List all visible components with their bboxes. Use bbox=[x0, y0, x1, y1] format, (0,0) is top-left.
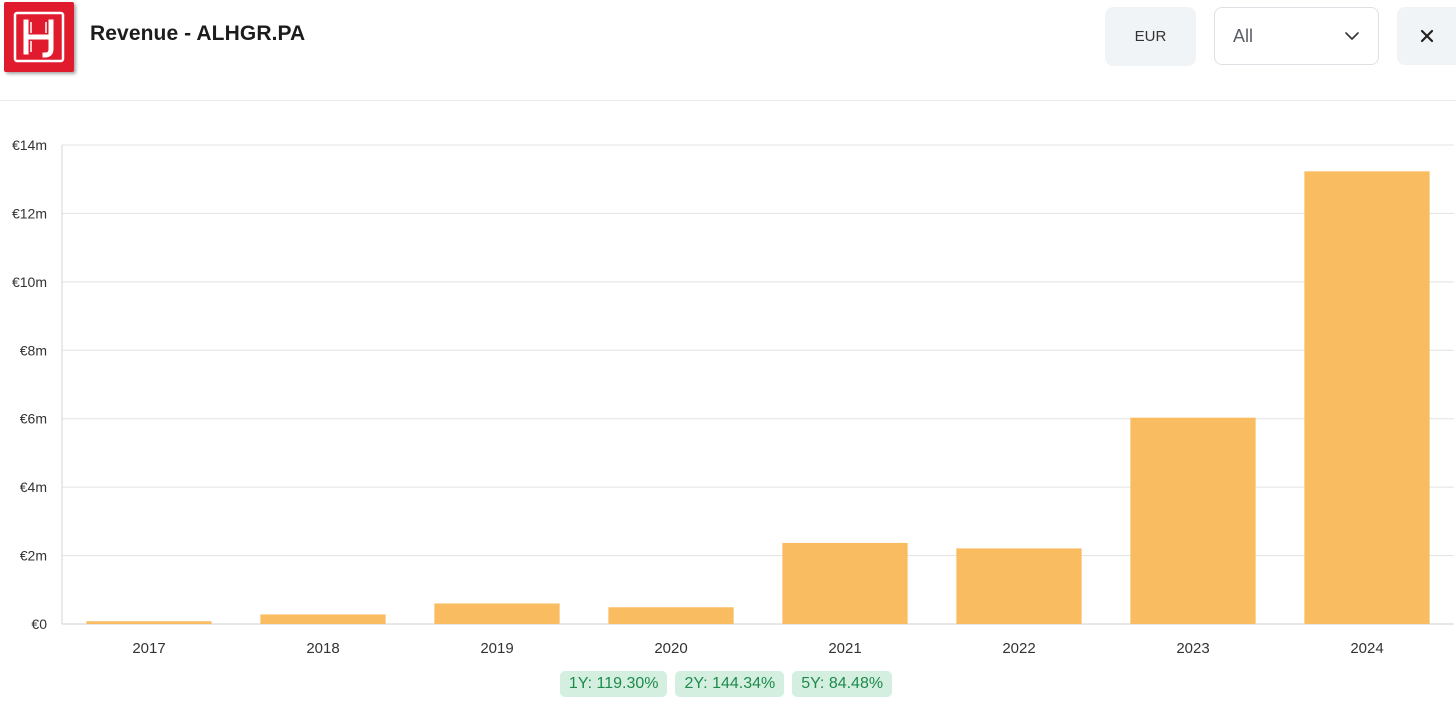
bar-2024 bbox=[1304, 171, 1430, 624]
x-tick-label: 2017 bbox=[132, 640, 165, 657]
currency-label: EUR bbox=[1134, 28, 1167, 45]
y-tick-label: €10m bbox=[12, 274, 47, 290]
currency-button[interactable]: EUR bbox=[1105, 7, 1196, 66]
bar-2018 bbox=[260, 614, 386, 624]
bar-2020 bbox=[608, 607, 734, 624]
x-tick-label: 2018 bbox=[306, 640, 339, 657]
growth-badges: 1Y: 119.30% 2Y: 144.34% 5Y: 84.48% bbox=[0, 671, 1456, 697]
company-logo bbox=[4, 2, 74, 72]
x-tick-label: 2021 bbox=[828, 640, 861, 657]
y-tick-label: €4m bbox=[20, 479, 47, 495]
bar-2023 bbox=[1130, 417, 1256, 624]
y-tick-label: €14m bbox=[12, 137, 47, 153]
page-title: Revenue - ALHGR.PA bbox=[90, 22, 306, 45]
company-logo-mark bbox=[13, 11, 65, 63]
close-icon bbox=[1420, 29, 1433, 43]
y-tick-label: €6m bbox=[20, 411, 47, 427]
x-tick-label: 2022 bbox=[1002, 640, 1035, 657]
x-tick-label: 2024 bbox=[1350, 640, 1383, 657]
growth-badge-2y: 2Y: 144.34% bbox=[675, 671, 785, 697]
y-tick-label: €2m bbox=[20, 548, 47, 564]
x-tick-label: 2019 bbox=[480, 640, 513, 657]
x-tick-label: 2023 bbox=[1176, 640, 1209, 657]
y-tick-label: €0 bbox=[31, 616, 47, 632]
x-tick-label: 2020 bbox=[654, 640, 687, 657]
bar-2017 bbox=[86, 621, 212, 624]
bar-2021 bbox=[782, 542, 908, 624]
bar-2019 bbox=[434, 603, 560, 624]
bar-2022 bbox=[956, 548, 1082, 624]
chevron-down-icon bbox=[1345, 32, 1359, 40]
range-select-value: All bbox=[1233, 26, 1254, 46]
growth-badge-1y: 1Y: 119.30% bbox=[559, 671, 668, 697]
revenue-bar-chart: €0 €2m €4m €6m €8m €10m €12m €14m 2017 2018 2019 20… bbox=[12, 137, 1454, 657]
y-tick-label: €12m bbox=[12, 205, 47, 221]
growth-badge-5y: 5Y: 84.48% bbox=[792, 671, 893, 697]
y-tick-label: €8m bbox=[20, 342, 47, 358]
chart-header: Revenue - ALHGR.PA EUR All bbox=[0, 0, 1456, 101]
range-select[interactable]: All bbox=[1214, 7, 1379, 65]
close-button[interactable] bbox=[1397, 7, 1456, 65]
